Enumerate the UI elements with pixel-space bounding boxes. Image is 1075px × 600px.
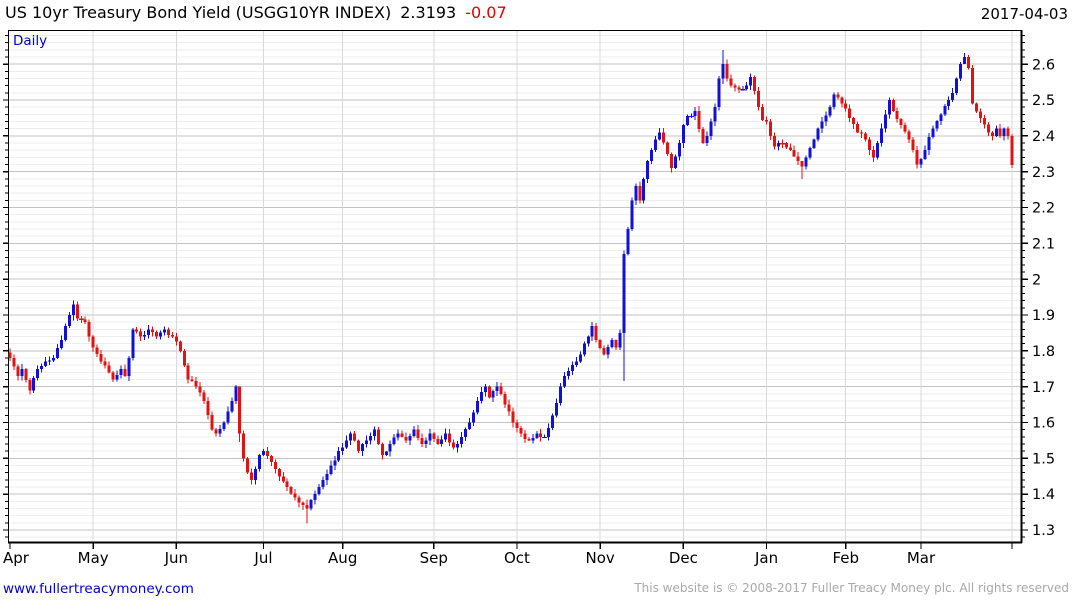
price-change: -0.07 (465, 3, 507, 22)
candles (8, 49, 1014, 524)
svg-text:1.8: 1.8 (1032, 344, 1055, 360)
svg-text:May: May (78, 549, 109, 567)
svg-text:1.5: 1.5 (1032, 451, 1055, 467)
svg-text:2.5: 2.5 (1032, 93, 1055, 109)
instrument-title: US 10yr Treasury Bond Yield (USGG10YR IN… (5, 3, 392, 22)
svg-text:Mar: Mar (907, 549, 936, 567)
svg-text:Sep: Sep (420, 549, 448, 567)
svg-text:2.2: 2.2 (1032, 201, 1055, 217)
svg-text:2.1: 2.1 (1032, 236, 1055, 252)
copyright-text: This website is © 2008-2017 Fuller Treac… (634, 581, 1069, 595)
grid-lines (8, 30, 1022, 543)
svg-text:1.4: 1.4 (1032, 487, 1055, 503)
svg-text:1.7: 1.7 (1032, 380, 1055, 396)
svg-text:2: 2 (1032, 272, 1041, 288)
timeframe-label: Daily (13, 33, 48, 49)
svg-text:Feb: Feb (832, 549, 859, 567)
svg-text:1.6: 1.6 (1032, 416, 1055, 432)
svg-text:2.4: 2.4 (1032, 129, 1055, 145)
svg-text:1.9: 1.9 (1032, 308, 1055, 324)
page-title: US 10yr Treasury Bond Yield (USGG10YR IN… (5, 3, 507, 22)
svg-text:Aug: Aug (328, 549, 357, 567)
svg-text:Dec: Dec (669, 549, 698, 567)
last-price: 2.3193 (400, 3, 457, 22)
svg-text:2.6: 2.6 (1032, 57, 1055, 73)
date-label: 2017-04-03 (980, 5, 1068, 23)
svg-text:Oct: Oct (504, 549, 530, 567)
svg-text:Nov: Nov (586, 549, 615, 567)
svg-text:Jan: Jan (754, 549, 778, 567)
svg-text:Jun: Jun (164, 549, 188, 567)
website-link[interactable]: www.fullertreacymoney.com (3, 581, 194, 597)
svg-text:1.3: 1.3 (1032, 523, 1055, 539)
svg-text:Jul: Jul (253, 549, 272, 567)
svg-text:Apr: Apr (3, 549, 30, 567)
svg-text:2.3: 2.3 (1032, 165, 1055, 181)
